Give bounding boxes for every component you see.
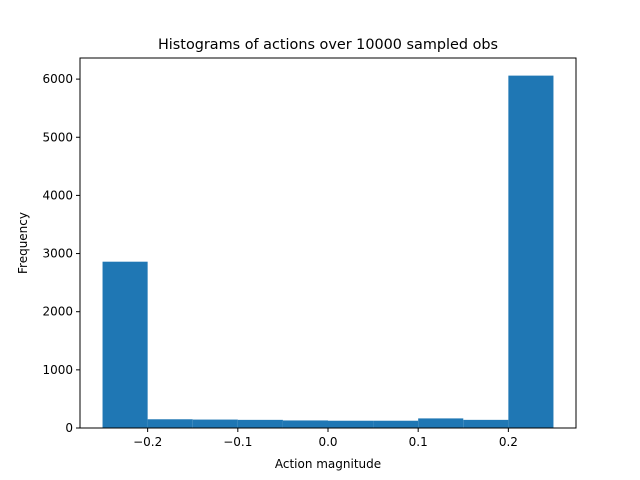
histogram-bar xyxy=(508,75,554,428)
chart-title: Histograms of actions over 10000 sampled… xyxy=(158,37,498,53)
y-tick-label: 4000 xyxy=(42,188,73,202)
x-tick-label: 0.1 xyxy=(409,435,428,449)
y-tick-label: 0 xyxy=(65,421,73,435)
y-tick-label: 3000 xyxy=(42,247,73,261)
y-tick-label: 5000 xyxy=(42,130,73,144)
y-axis-ticks: 0 1000 2000 3000 4000 5000 6000 xyxy=(42,72,80,435)
y-tick-label: 2000 xyxy=(42,305,73,319)
histogram-bar xyxy=(102,261,148,428)
histogram-bar xyxy=(147,419,193,428)
x-tick-label: 0.0 xyxy=(318,435,337,449)
histogram-bar xyxy=(373,420,419,428)
axes-frame xyxy=(79,57,577,429)
y-tick-label: 6000 xyxy=(42,72,73,86)
x-tick-label: −0.2 xyxy=(133,435,162,449)
x-axis-label: Action magnitude xyxy=(275,457,381,471)
histogram-bar xyxy=(282,420,328,428)
histogram-bar xyxy=(328,420,374,428)
histogram-bar xyxy=(463,419,509,428)
bars-group xyxy=(102,75,554,428)
x-axis-ticks: −0.2 −0.1 0.0 0.1 0.2 xyxy=(133,428,518,449)
x-tick-label: 0.2 xyxy=(499,435,518,449)
histogram-bar xyxy=(237,419,283,428)
histogram-bar xyxy=(192,419,238,428)
y-axis-label: Frequency xyxy=(16,212,30,274)
x-tick-label: −0.1 xyxy=(223,435,252,449)
histogram-bar xyxy=(418,418,464,428)
y-tick-label: 1000 xyxy=(42,363,73,377)
